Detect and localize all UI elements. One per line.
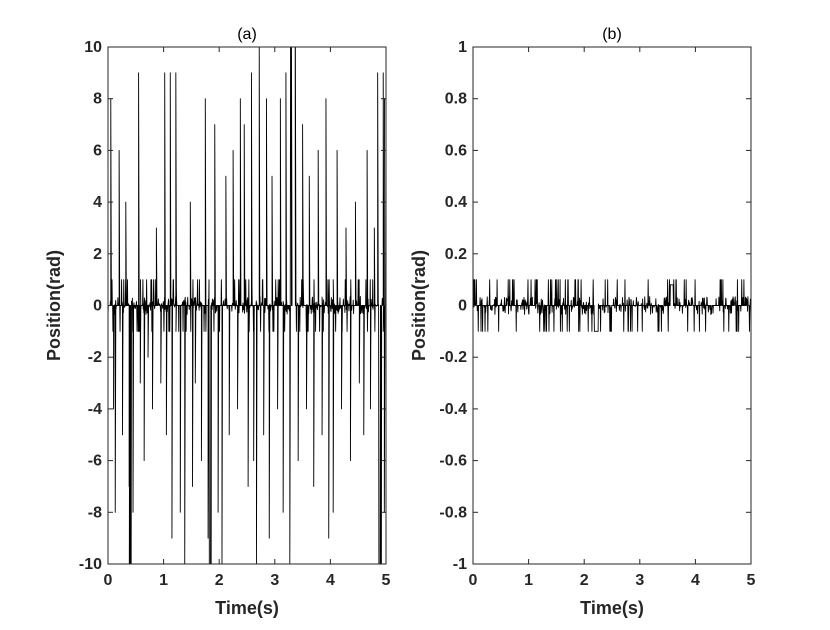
x-tick-label: 3 — [635, 572, 644, 589]
y-tick-label: -4 — [88, 401, 102, 418]
y-tick-label: 0 — [458, 298, 467, 315]
y-tick-label: 0.6 — [445, 142, 467, 159]
y-tick-label: -0.6 — [439, 453, 467, 470]
y-tick-label: -6 — [88, 453, 102, 470]
x-tick-label: 0 — [469, 572, 478, 589]
y-tick-label: 4 — [93, 194, 102, 211]
x-tick-label: 1 — [159, 572, 168, 589]
subplot-a: 0 1 2 3 4 5 -10 -8 -6 -4 -2 0 2 4 6 8 10 (a) Time(s) Positi… — [44, 26, 391, 618]
y-tick-label: 0.8 — [445, 91, 467, 108]
y-tick-label: 6 — [93, 142, 102, 159]
subplot-b: 0 1 2 3 4 5 -1 -0.8 -0.6 -0.4 -0.2 0 0.2 0.4 0.6 0.8 1 (b… — [409, 26, 756, 618]
x-tick-label: 4 — [326, 572, 335, 589]
series-line — [107, 46, 387, 565]
y-tick-label: -2 — [88, 349, 102, 366]
y-tick-label: -0.4 — [439, 401, 467, 418]
y-tick-label: -0.2 — [439, 349, 467, 366]
x-tick-label: 4 — [691, 572, 700, 589]
series-line — [472, 279, 752, 332]
y-tick-label: -1 — [453, 556, 467, 573]
x-tick-label: 5 — [382, 572, 391, 589]
x-axis-label: Time(s) — [580, 598, 644, 618]
y-tick-label: -0.8 — [439, 504, 467, 521]
subplot-title: (b) — [602, 26, 622, 43]
x-axis-label: Time(s) — [215, 598, 279, 618]
x-tick-label: 2 — [580, 572, 589, 589]
y-tick-label: -10 — [79, 556, 102, 573]
y-tick-label: 0 — [93, 298, 102, 315]
y-tick-label: 10 — [84, 39, 102, 56]
x-tick-label: 1 — [524, 572, 533, 589]
x-tick-label: 3 — [270, 572, 279, 589]
y-tick-label: 0.2 — [445, 246, 467, 263]
x-tick-label: 5 — [747, 572, 756, 589]
subplot-title: (a) — [237, 26, 257, 43]
x-tick-label: 0 — [104, 572, 113, 589]
x-tick-label: 2 — [215, 572, 224, 589]
y-tick-label: 0.4 — [445, 194, 467, 211]
y-tick-label: -8 — [88, 504, 102, 521]
y-tick-label: 1 — [458, 39, 467, 56]
y-axis-label: Position(rad) — [44, 250, 64, 361]
y-tick-label: 8 — [93, 91, 102, 108]
y-tick-label: 2 — [93, 246, 102, 263]
y-axis-label: Position(rad) — [409, 250, 429, 361]
